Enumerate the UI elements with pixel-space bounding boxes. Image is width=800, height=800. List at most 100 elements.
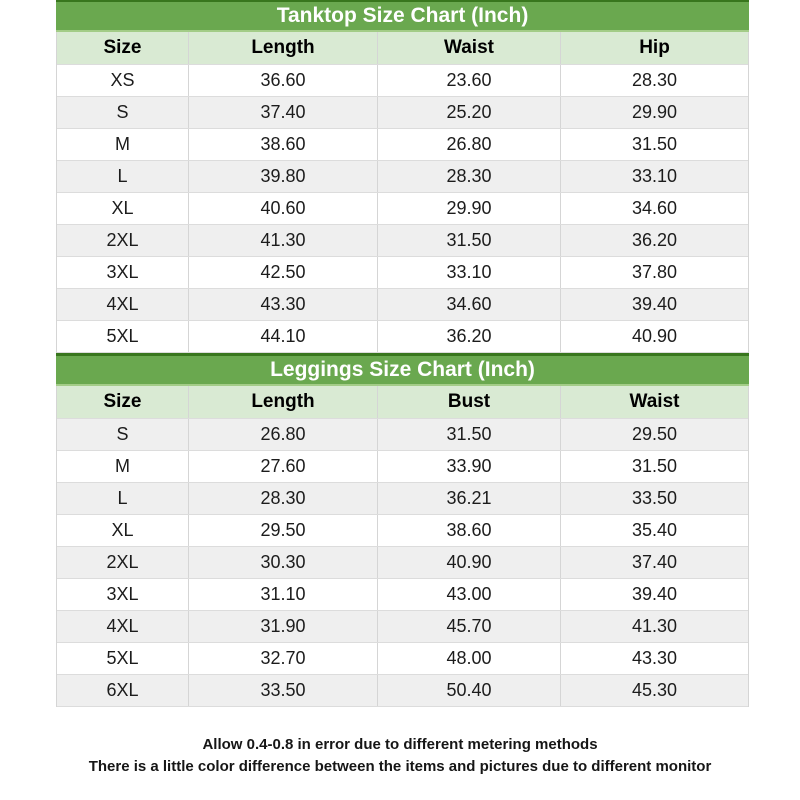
- column-header-cell: Length: [189, 32, 378, 64]
- table-row: M 27.60 33.90 31.50: [57, 451, 748, 483]
- column-header-cell: Bust: [378, 386, 561, 418]
- waist-cell: 33.10: [378, 257, 561, 288]
- column-header-cell: Waist: [629, 391, 680, 412]
- table-row: 3XL 42.50 33.10 37.80: [57, 257, 748, 289]
- hip-cell: 31.50: [631, 134, 678, 154]
- size-cell: S: [57, 97, 189, 128]
- size-cell: 5XL: [57, 643, 189, 674]
- size-cell: M: [57, 129, 189, 160]
- table-row: 5XL 32.70 48.00 43.30: [57, 643, 748, 675]
- size-chart: Tanktop Size Chart (Inch) Size Length Wais…: [56, 0, 749, 707]
- length-cell: 28.30: [189, 483, 378, 514]
- size-cell: 2XL: [57, 225, 189, 256]
- length-cell: 44.10: [189, 321, 378, 352]
- length-cell: 30.30: [189, 547, 378, 578]
- size-cell: XS: [57, 65, 189, 96]
- waist-cell: 41.30: [631, 616, 678, 636]
- tanktop-table-title: Tanktop Size Chart (Inch): [56, 0, 749, 32]
- bust-cell: 38.60: [378, 515, 561, 546]
- length-cell: 40.60: [189, 193, 378, 224]
- waist-cell: 31.50: [378, 225, 561, 256]
- waist-cell: 36.20: [378, 321, 561, 352]
- waist-cell: 35.40: [631, 520, 678, 540]
- length-cell: 36.60: [189, 65, 378, 96]
- column-header-cell: Length: [189, 386, 378, 418]
- column-header-cell: Size: [57, 32, 189, 64]
- length-cell: 26.80: [189, 419, 378, 450]
- waist-cell: 45.30: [631, 680, 678, 700]
- length-cell: 42.50: [189, 257, 378, 288]
- hip-cell: 28.30: [631, 70, 678, 90]
- tanktop-header-row: Size Length Waist Hip: [57, 32, 748, 65]
- size-cell: 2XL: [57, 547, 189, 578]
- bust-cell: 45.70: [378, 611, 561, 642]
- leggings-table-title: Leggings Size Chart (Inch): [56, 353, 749, 386]
- waist-cell: 31.50: [631, 456, 678, 476]
- bust-cell: 31.50: [378, 419, 561, 450]
- size-cell: L: [57, 483, 189, 514]
- length-cell: 33.50: [189, 675, 378, 706]
- bust-cell: 48.00: [378, 643, 561, 674]
- leggings-size-table: Leggings Size Chart (Inch) Size Length Bus…: [56, 353, 749, 707]
- waist-cell: 28.30: [378, 161, 561, 192]
- table-row: L 39.80 28.30 33.10: [57, 161, 748, 193]
- length-cell: 39.80: [189, 161, 378, 192]
- table-row: 4XL 31.90 45.70 41.30: [57, 611, 748, 643]
- length-cell: 29.50: [189, 515, 378, 546]
- size-cell: 3XL: [57, 579, 189, 610]
- size-cell: M: [57, 451, 189, 482]
- waist-cell: 34.60: [378, 289, 561, 320]
- table-row: XL 29.50 38.60 35.40: [57, 515, 748, 547]
- bust-cell: 43.00: [378, 579, 561, 610]
- size-cell: XL: [57, 193, 189, 224]
- table-row: S 26.80 31.50 29.50: [57, 419, 748, 451]
- hip-cell: 36.20: [631, 230, 678, 250]
- hip-cell: 29.90: [631, 102, 678, 122]
- waist-cell: 26.80: [378, 129, 561, 160]
- tanktop-table-body: XS 36.60 23.60 28.30 S 37.40 25.20 29.90…: [57, 65, 748, 353]
- waist-cell: 39.40: [631, 584, 678, 604]
- size-cell: 5XL: [57, 321, 189, 352]
- length-cell: 27.60: [189, 451, 378, 482]
- length-cell: 41.30: [189, 225, 378, 256]
- footer-notes: Allow 0.4-0.8 in error due to different …: [0, 734, 800, 778]
- length-cell: 43.30: [189, 289, 378, 320]
- waist-cell: 29.90: [378, 193, 561, 224]
- column-header-cell: Hip: [639, 37, 670, 58]
- table-row: L 28.30 36.21 33.50: [57, 483, 748, 515]
- size-cell: 3XL: [57, 257, 189, 288]
- table-row: 5XL 44.10 36.20 40.90: [57, 321, 748, 353]
- table-row: 4XL 43.30 34.60 39.40: [57, 289, 748, 321]
- waist-cell: 33.50: [631, 488, 678, 508]
- waist-cell: 23.60: [378, 65, 561, 96]
- length-cell: 31.90: [189, 611, 378, 642]
- size-cell: XL: [57, 515, 189, 546]
- column-header-cell: Waist: [378, 32, 561, 64]
- footer-note-line2: There is a little color difference betwe…: [88, 758, 712, 775]
- hip-cell: 39.40: [631, 294, 678, 314]
- size-cell: S: [57, 419, 189, 450]
- size-cell: 6XL: [57, 675, 189, 706]
- tanktop-size-table: Tanktop Size Chart (Inch) Size Length Wais…: [56, 0, 749, 353]
- column-header-cell: Size: [57, 386, 189, 418]
- table-row: 6XL 33.50 50.40 45.30: [57, 675, 748, 707]
- bust-cell: 50.40: [378, 675, 561, 706]
- table-row: S 37.40 25.20 29.90: [57, 97, 748, 129]
- waist-cell: 37.40: [631, 552, 678, 572]
- waist-cell: 29.50: [631, 424, 678, 444]
- waist-cell: 43.30: [631, 648, 678, 668]
- footer-note-line1: Allow 0.4-0.8 in error due to different …: [202, 736, 598, 753]
- table-row: 2XL 30.30 40.90 37.40: [57, 547, 748, 579]
- table-row: 2XL 41.30 31.50 36.20: [57, 225, 748, 257]
- hip-cell: 40.90: [631, 326, 678, 346]
- length-cell: 38.60: [189, 129, 378, 160]
- waist-cell: 25.20: [378, 97, 561, 128]
- size-cell: 4XL: [57, 611, 189, 642]
- size-cell: L: [57, 161, 189, 192]
- length-cell: 32.70: [189, 643, 378, 674]
- table-row: XL 40.60 29.90 34.60: [57, 193, 748, 225]
- table-row: 3XL 31.10 43.00 39.40: [57, 579, 748, 611]
- bust-cell: 36.21: [378, 483, 561, 514]
- bust-cell: 40.90: [378, 547, 561, 578]
- length-cell: 31.10: [189, 579, 378, 610]
